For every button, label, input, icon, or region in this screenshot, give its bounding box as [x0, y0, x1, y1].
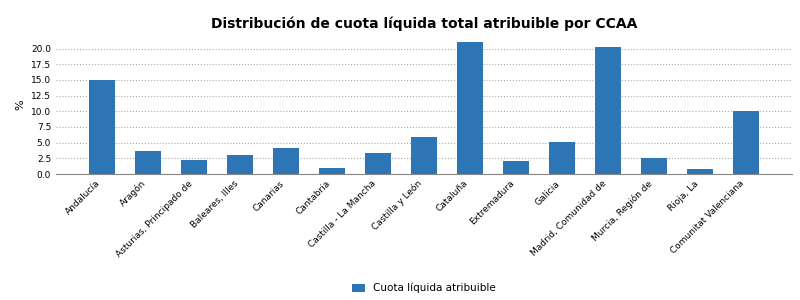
- Y-axis label: %: %: [15, 100, 26, 110]
- Bar: [319, 168, 345, 174]
- Bar: [90, 80, 114, 174]
- Title: Distribución de cuota líquida total atribuible por CCAA: Distribución de cuota líquida total atri…: [211, 16, 637, 31]
- Bar: [135, 151, 161, 174]
- Legend: Cuota líquida atribuible: Cuota líquida atribuible: [348, 279, 500, 297]
- Bar: [227, 154, 253, 174]
- Bar: [274, 148, 298, 174]
- Bar: [687, 169, 713, 174]
- Bar: [458, 42, 482, 174]
- Bar: [734, 111, 758, 174]
- Bar: [595, 47, 621, 174]
- Bar: [550, 142, 574, 174]
- Bar: [366, 153, 390, 174]
- Bar: [411, 137, 437, 174]
- Bar: [642, 158, 666, 174]
- Bar: [182, 160, 206, 174]
- Bar: [503, 161, 529, 174]
